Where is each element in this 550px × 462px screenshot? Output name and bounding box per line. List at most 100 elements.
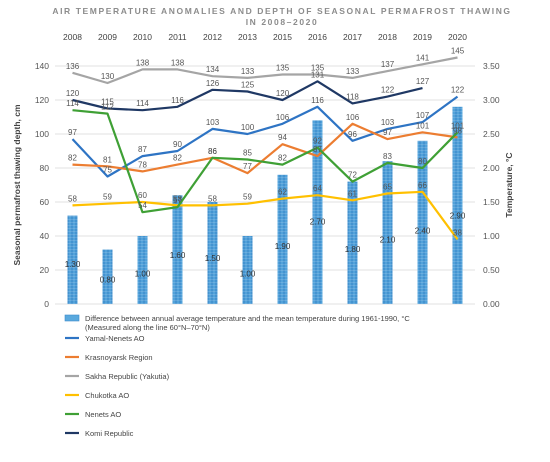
series-data-label: 138 (171, 58, 185, 67)
series-data-label: 106 (346, 113, 360, 122)
y-axis-right-label: Temperature, °C (504, 152, 514, 217)
series-data-label: 87 (138, 145, 147, 154)
series-data-label: 61 (348, 189, 357, 198)
series-data-label: 118 (346, 92, 359, 101)
legend-label: Krasnoyarsk Region (85, 353, 153, 362)
series-data-label: 92 (313, 137, 322, 146)
x-tick-label: 2018 (378, 32, 397, 42)
x-tick-label: 2010 (133, 32, 152, 42)
chart-title-line-1: AIR TEMPERATURE ANOMALIES AND DEPTH OF S… (52, 6, 511, 16)
series-data-label: 116 (311, 96, 324, 105)
series-data-label: 59 (103, 193, 112, 202)
temperature-bar (417, 140, 428, 304)
series-data-label: 103 (206, 118, 220, 127)
line-series (71, 56, 459, 241)
temperature-bar (452, 106, 463, 304)
y-axis-left-label: Seasonal permafrost thawing depth, cm (12, 104, 22, 266)
y-axis-left-ticks: 0 20 40 60 80 100 120 140 (35, 61, 49, 309)
series-data-label: 59 (243, 193, 252, 202)
series-data-label: 83 (383, 152, 392, 161)
legend-item: Yamal-Nenets AO (65, 334, 145, 343)
chart-title-line-2: IN 2008–2020 (246, 17, 319, 27)
series-data-label: 58 (173, 194, 182, 203)
series-data-label: 135 (276, 64, 290, 73)
series-data-label: 134 (206, 65, 220, 74)
temperature-bar (382, 161, 393, 304)
legend-label: Yamal-Nenets AO (85, 334, 145, 343)
series-data-label: 97 (68, 128, 77, 137)
x-tick-label: 2017 (343, 32, 362, 42)
legend-label: Nenets AO (85, 410, 121, 419)
legend-item: Difference between annual average temper… (64, 314, 410, 332)
series-data-label: 82 (173, 154, 182, 163)
bar-data-label: 1.50 (205, 254, 221, 263)
series-data-label: 114 (136, 99, 149, 108)
bars-series (67, 106, 463, 305)
legend-item: Nenets AO (65, 410, 121, 419)
series-data-label: 38 (453, 228, 462, 237)
series-data-label: 57 (173, 196, 182, 205)
series-data-label: 94 (278, 133, 287, 142)
bar-data-label: 1.00 (135, 269, 151, 278)
series-data-label: 126 (206, 79, 220, 88)
y-right-tick-label: 0.00 (483, 299, 500, 309)
series-data-label: 72 (348, 171, 357, 180)
bar-data-label: 2.10 (380, 236, 396, 245)
legend-item: Komi Republic (65, 429, 134, 438)
bar-data-label: 1.60 (170, 251, 186, 260)
bar-data-label: 1.80 (345, 245, 361, 254)
x-tick-label: 2016 (308, 32, 327, 42)
y-left-tick-label: 140 (35, 61, 49, 71)
x-tick-label: 2019 (413, 32, 432, 42)
bar-data-label: 1.30 (65, 260, 81, 269)
legend-swatch-bar (64, 314, 80, 322)
y-right-tick-label: 0.50 (483, 265, 500, 275)
series-data-label: 133 (346, 67, 360, 76)
series-data-label: 127 (416, 77, 430, 86)
series-data-label: 75 (103, 166, 112, 175)
series-data-label: 122 (451, 86, 465, 95)
series-line-3 (72, 190, 459, 241)
x-tick-label: 2015 (273, 32, 292, 42)
series-data-label: 58 (208, 194, 217, 203)
series-data-label: 98 (453, 126, 462, 135)
x-tick-label: 2012 (203, 32, 222, 42)
series-line-5 (72, 80, 423, 112)
bar-data-label: 2.70 (310, 217, 326, 226)
series-data-label: 86 (208, 147, 217, 156)
y-left-tick-label: 60 (40, 197, 50, 207)
series-data-label: 100 (241, 123, 255, 132)
series-data-label: 81 (103, 155, 112, 164)
y-left-tick-label: 80 (40, 163, 50, 173)
y-left-tick-label: 20 (40, 265, 50, 275)
temperature-bar (312, 120, 323, 305)
temperature-bar (137, 236, 148, 304)
legend-item: Chukotka AO (65, 391, 129, 400)
legend-label: Sakha Republic (Yakutia) (85, 372, 170, 381)
series-data-label: 54 (138, 201, 147, 210)
bar-data-label: 0.80 (100, 276, 116, 285)
x-axis-ticks: 2008 2009 2010 2011 2012 2013 2015 2016 2017 2018… (63, 32, 467, 42)
series-data-label: 130 (101, 72, 115, 81)
y-right-tick-label: 1.00 (483, 231, 500, 241)
series-data-label: 86 (208, 147, 217, 156)
y-left-tick-label: 100 (35, 129, 49, 139)
temperature-bar (172, 195, 183, 304)
series-data-label: 62 (278, 188, 287, 197)
legend: Difference between annual average temper… (64, 314, 410, 438)
series-data-label: 85 (243, 149, 252, 158)
series-data-label: 66 (418, 181, 427, 190)
series-data-label: 131 (311, 70, 325, 79)
series-data-label: 65 (383, 183, 392, 192)
series-data-label: 141 (416, 53, 430, 62)
temperature-bar (67, 215, 78, 304)
legend-label: Komi Republic (85, 429, 134, 438)
bar-data-label: 1.00 (240, 269, 256, 278)
bar-data-label: 2.90 (450, 211, 466, 220)
series-data-label: 82 (278, 154, 287, 163)
series-data-label: 136 (66, 62, 80, 71)
series-data-label: 103 (381, 118, 395, 127)
legend-label: Chukotka AO (85, 391, 129, 400)
temperature-bar (277, 174, 288, 304)
